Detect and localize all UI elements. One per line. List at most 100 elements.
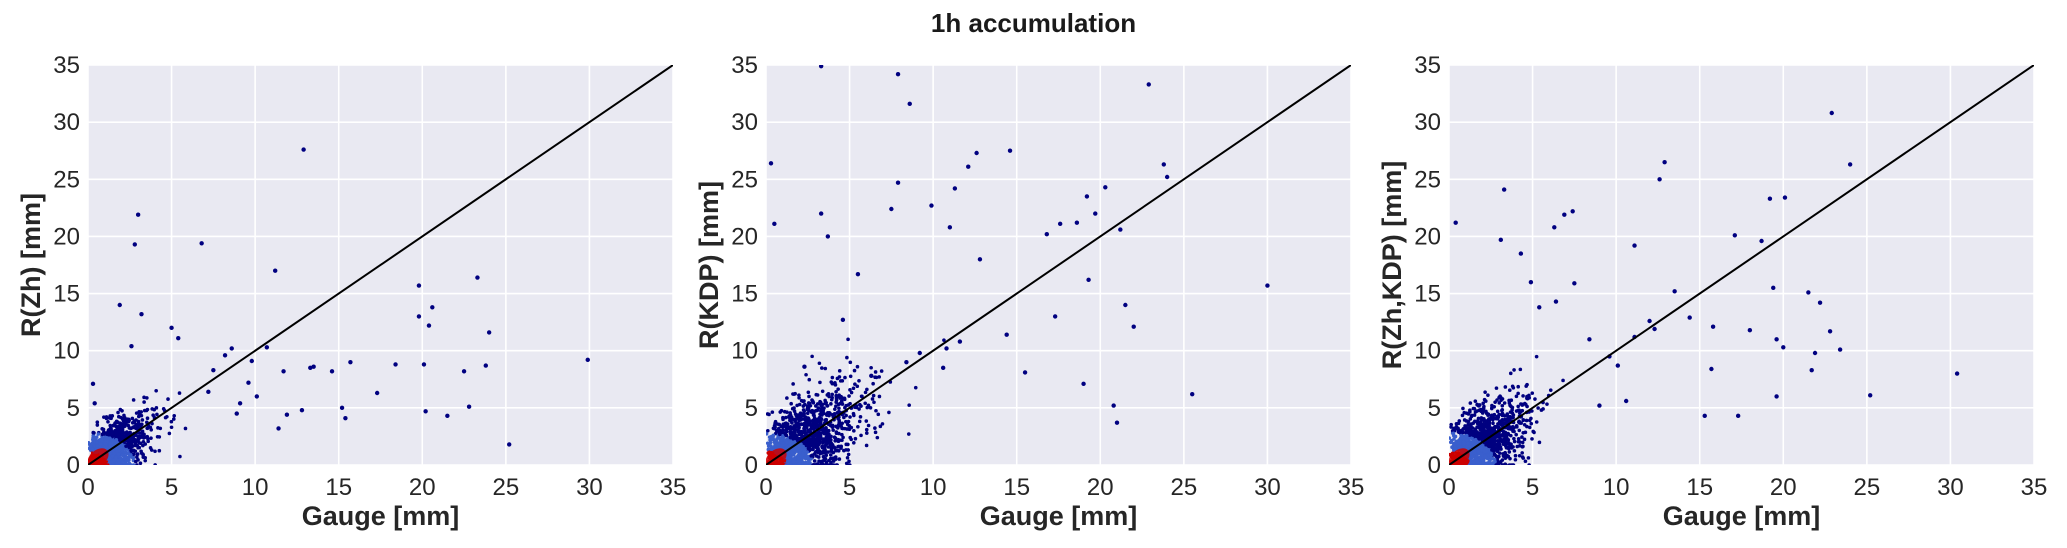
density-point	[1490, 448, 1494, 452]
density-point	[814, 408, 818, 413]
density-point	[789, 401, 793, 406]
density-point	[820, 444, 824, 449]
density-point	[133, 459, 138, 464]
scatter-point	[1687, 315, 1692, 320]
density-point	[843, 426, 847, 431]
scatter-point	[301, 147, 306, 152]
density-point	[913, 385, 918, 390]
density-point	[136, 434, 141, 439]
x-tick-label: 5	[1526, 474, 1539, 501]
density-point	[138, 461, 143, 465]
x-tick-label: 35	[660, 474, 687, 501]
density-point	[1468, 432, 1473, 436]
density-point	[1516, 439, 1521, 444]
density-point	[821, 441, 825, 445]
density-point	[1471, 426, 1475, 430]
density-point	[1473, 428, 1478, 433]
density-point	[1454, 421, 1459, 426]
density-point	[88, 444, 93, 449]
scatter-point	[1004, 332, 1009, 337]
density-point	[864, 431, 869, 435]
density-point	[829, 380, 834, 384]
density-point	[844, 419, 848, 424]
scatter-point	[1771, 285, 1776, 291]
scatter-point	[246, 380, 251, 385]
density-point	[1481, 401, 1486, 406]
scatter-point	[1146, 82, 1151, 87]
density-point	[1466, 441, 1470, 446]
density-point	[131, 463, 136, 465]
y-tick-label: 0	[67, 452, 80, 479]
density-point	[783, 438, 788, 442]
density-point	[802, 399, 806, 403]
density-point	[140, 418, 145, 422]
density-point	[823, 449, 827, 453]
density-point	[817, 361, 822, 366]
x-tick-label: 35	[1338, 474, 1365, 501]
density-point	[826, 463, 831, 465]
density-point	[1499, 398, 1503, 403]
density-point	[1480, 411, 1485, 415]
scatter-point	[1498, 237, 1504, 243]
density-point	[863, 401, 868, 406]
density-point	[782, 409, 787, 414]
y-tick-label: 30	[1414, 109, 1441, 136]
density-point	[796, 413, 800, 417]
density-point	[178, 454, 182, 459]
density-point	[848, 388, 852, 392]
density-point	[161, 406, 166, 411]
density-point	[122, 416, 126, 421]
density-point	[820, 366, 824, 370]
density-point	[132, 425, 136, 430]
density-point	[820, 451, 825, 455]
density-point	[806, 390, 811, 395]
data-layer	[766, 65, 1351, 465]
density-point	[809, 454, 814, 458]
density-point	[1534, 354, 1539, 359]
x-tick-label: 10	[242, 474, 269, 501]
density-point	[771, 433, 776, 438]
density-point	[798, 450, 802, 455]
scatter-point	[1552, 225, 1557, 230]
density-point	[812, 426, 817, 430]
density-point	[864, 443, 869, 448]
density-point	[177, 391, 182, 395]
density-point	[784, 433, 789, 438]
density-point	[942, 338, 946, 342]
density-point	[130, 436, 134, 441]
density-point	[151, 413, 155, 417]
density-point	[852, 429, 856, 433]
density-point	[858, 415, 863, 419]
density-point	[797, 432, 802, 437]
data-layer	[88, 65, 673, 465]
scatter-point	[264, 345, 270, 350]
density-point	[1513, 453, 1518, 458]
scatter-point	[117, 302, 122, 308]
density-point	[804, 423, 809, 428]
scatter-point	[90, 381, 96, 387]
density-point	[1516, 404, 1520, 409]
density-point	[1521, 456, 1526, 460]
density-point	[1475, 403, 1479, 407]
density-point	[107, 432, 111, 437]
scatter-point	[1074, 220, 1080, 225]
density-point	[103, 442, 108, 446]
density-point	[879, 369, 884, 373]
density-point	[1530, 391, 1535, 395]
density-point	[907, 403, 911, 407]
scatter-point	[1647, 318, 1652, 324]
density-point	[1506, 446, 1511, 451]
scatter-point	[421, 362, 427, 367]
density-point	[864, 427, 869, 432]
density-cloud	[1449, 354, 1565, 465]
density-point	[1518, 367, 1523, 372]
density-point	[806, 401, 811, 405]
density-point	[834, 394, 839, 399]
density-point	[786, 455, 790, 460]
density-point	[810, 408, 815, 413]
density-point	[1489, 463, 1494, 465]
density-point	[773, 440, 778, 445]
density-point	[823, 401, 827, 406]
scatter-point	[869, 373, 874, 379]
density-point	[766, 428, 770, 433]
